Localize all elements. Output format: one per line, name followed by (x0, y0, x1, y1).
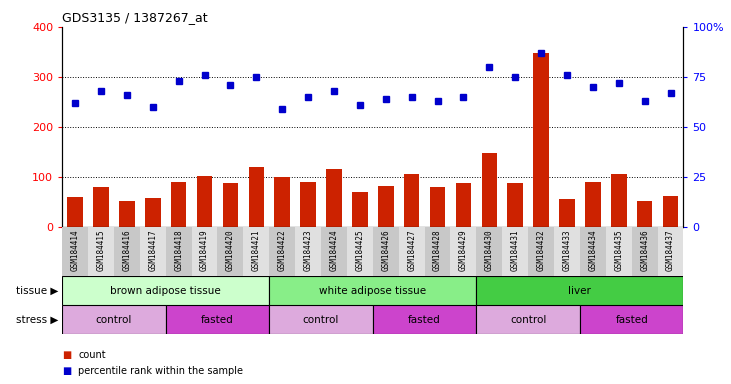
Bar (559, 199, 575, 227)
Bar (166, 305, 269, 334)
Bar (580, 227, 606, 276)
Text: GSM184414: GSM184414 (71, 229, 80, 271)
Bar (145, 198, 161, 227)
Text: GSM184415: GSM184415 (96, 229, 105, 271)
Text: percentile rank within the sample: percentile rank within the sample (78, 366, 243, 376)
Bar (269, 227, 295, 276)
Text: GSM184424: GSM184424 (330, 229, 338, 271)
Bar (197, 175, 212, 227)
Bar (477, 305, 580, 334)
Text: GSM184421: GSM184421 (251, 229, 261, 271)
Text: GSM184436: GSM184436 (640, 229, 649, 271)
Bar (269, 276, 477, 305)
Bar (352, 192, 368, 227)
Bar (425, 227, 450, 276)
Bar (300, 182, 316, 227)
Bar (171, 182, 186, 227)
Text: GSM184426: GSM184426 (382, 229, 390, 271)
Text: GSM184416: GSM184416 (122, 229, 132, 271)
Text: fasted: fasted (201, 314, 234, 325)
Bar (637, 200, 652, 227)
Text: liver: liver (569, 286, 591, 296)
Text: brown adipose tissue: brown adipose tissue (110, 286, 221, 296)
Bar (243, 227, 269, 276)
Bar (477, 276, 683, 305)
Text: GSM184430: GSM184430 (485, 229, 494, 271)
Text: GSM184425: GSM184425 (355, 229, 364, 271)
Bar (373, 227, 398, 276)
Bar (249, 167, 264, 227)
Text: GSM184434: GSM184434 (588, 229, 597, 271)
Bar (373, 305, 477, 334)
Bar (295, 227, 321, 276)
Bar (611, 174, 626, 227)
Bar (528, 227, 554, 276)
Bar (398, 227, 425, 276)
Text: GSM184435: GSM184435 (614, 229, 624, 271)
Bar (378, 185, 393, 227)
Bar (269, 305, 373, 334)
Text: white adipose tissue: white adipose tissue (319, 286, 426, 296)
Bar (119, 200, 135, 227)
Bar (347, 227, 373, 276)
Text: GSM184432: GSM184432 (537, 229, 545, 271)
Bar (430, 187, 445, 227)
Text: GSM184423: GSM184423 (303, 229, 313, 271)
Bar (455, 183, 471, 227)
Bar (580, 305, 683, 334)
Text: control: control (303, 314, 339, 325)
Text: stress ▶: stress ▶ (16, 314, 58, 325)
Bar (62, 276, 269, 305)
Bar (62, 227, 88, 276)
Bar (218, 227, 243, 276)
Bar (606, 227, 632, 276)
Text: GDS3135 / 1387267_at: GDS3135 / 1387267_at (62, 11, 208, 24)
Bar (502, 227, 528, 276)
Text: GSM184427: GSM184427 (407, 229, 416, 271)
Text: GSM184418: GSM184418 (174, 229, 183, 271)
Bar (658, 227, 683, 276)
Bar (114, 227, 140, 276)
Bar (554, 227, 580, 276)
Bar (88, 227, 114, 276)
Bar (321, 227, 347, 276)
Bar (274, 177, 290, 227)
Bar (94, 187, 109, 227)
Text: GSM184419: GSM184419 (200, 229, 209, 271)
Bar (450, 227, 477, 276)
Bar (67, 197, 83, 227)
Text: GSM184417: GSM184417 (148, 229, 157, 271)
Text: fasted: fasted (616, 314, 648, 325)
Text: GSM184420: GSM184420 (226, 229, 235, 271)
Text: control: control (96, 314, 132, 325)
Bar (534, 53, 549, 227)
Bar (223, 183, 238, 227)
Text: GSM184428: GSM184428 (433, 229, 442, 271)
Text: fasted: fasted (408, 314, 441, 325)
Bar (507, 183, 523, 227)
Text: GSM184431: GSM184431 (511, 229, 520, 271)
Text: count: count (78, 350, 106, 360)
Text: GSM184422: GSM184422 (278, 229, 287, 271)
Text: tissue ▶: tissue ▶ (16, 286, 58, 296)
Text: ■: ■ (62, 366, 72, 376)
Bar (404, 174, 420, 227)
Bar (166, 227, 192, 276)
Text: GSM184433: GSM184433 (562, 229, 572, 271)
Bar (477, 227, 502, 276)
Bar (192, 227, 218, 276)
Text: GSM184437: GSM184437 (666, 229, 675, 271)
Bar (632, 227, 658, 276)
Bar (482, 153, 497, 227)
Bar (140, 227, 166, 276)
Bar (62, 305, 166, 334)
Bar (663, 195, 678, 227)
Text: control: control (510, 314, 546, 325)
Bar (326, 169, 342, 227)
Text: ■: ■ (62, 350, 72, 360)
Bar (585, 182, 601, 227)
Text: GSM184429: GSM184429 (459, 229, 468, 271)
